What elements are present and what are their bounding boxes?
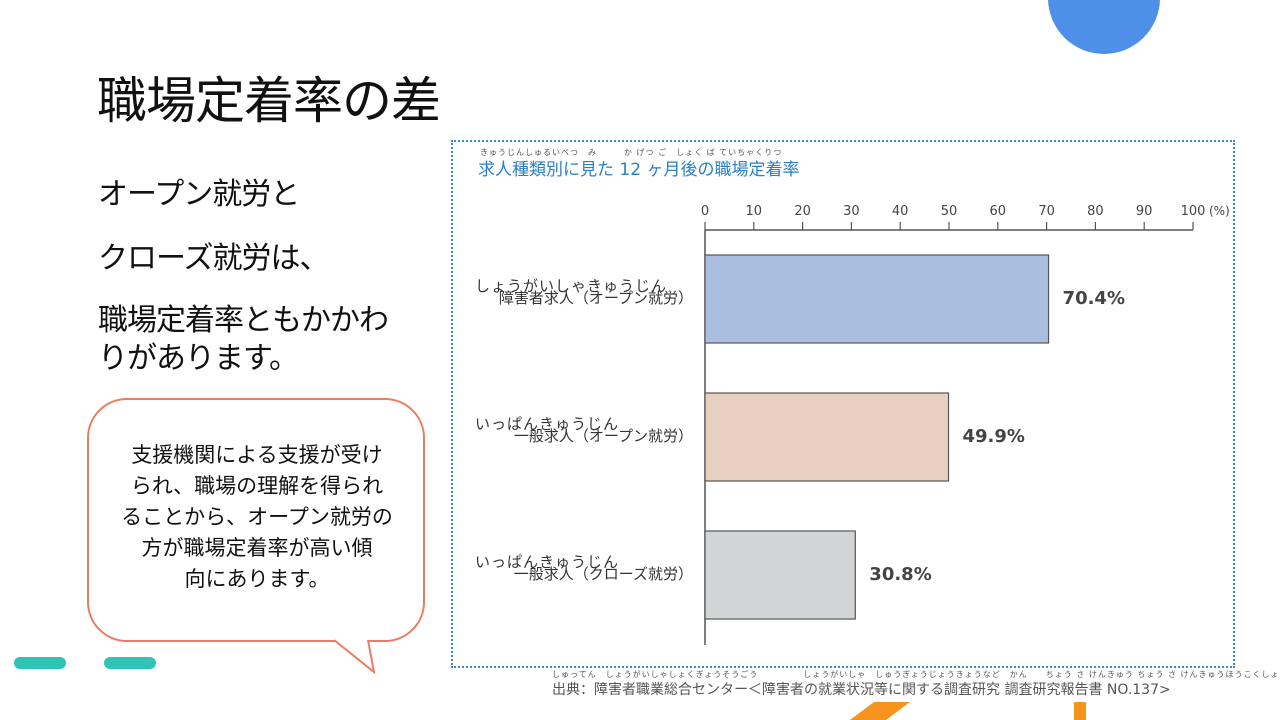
x-tick-label: 50 [940, 204, 958, 219]
callout-line: 方が職場定着率が高い傾 [141, 536, 373, 560]
x-tick-label: 20 [794, 204, 811, 219]
speech-bubble [87, 398, 425, 642]
x-tick-label: 40 [891, 204, 909, 219]
decor-orange [850, 702, 910, 720]
x-tick-label: 60 [989, 204, 1007, 219]
body-text: クローズ就労は、 [98, 241, 329, 276]
source-citation: 出典：障害者職業総合センター＜障害者の就業状況等に関する調査研究 調査研究報告書… [552, 682, 1171, 698]
body-text: 職場定着率ともかかわ [98, 303, 389, 338]
body-text: オープン就労と [98, 177, 300, 212]
page-title: 職場定着率の差 [97, 72, 441, 130]
chart-title-furigana: きゅうじんしゅるいべつ み か げつ ご しょく ば ていちゃくりつ [480, 148, 783, 157]
data-label: 30.8% [869, 564, 932, 585]
x-tick-label: 90 [1135, 204, 1153, 219]
category-label: 一般求人（オープン就労） [513, 427, 693, 445]
x-tick-label: 10 [745, 204, 763, 219]
chart-title: 求人種類別に見た 12 ヶ月後の職場定着率 [478, 160, 800, 180]
callout-line: られ、職場の理解を得られ [130, 474, 384, 498]
decor-orange [1074, 702, 1086, 720]
x-tick-label: 30 [843, 204, 860, 219]
x-tick-label: 0 [700, 204, 710, 219]
callout-line: 向にあります。 [184, 567, 330, 591]
decor-circle [1048, 0, 1160, 54]
data-label: 70.4% [1062, 288, 1125, 309]
decor-dash [14, 657, 66, 669]
x-tick-label: 100 [1180, 204, 1206, 219]
callout-line: ることから、オープン就労の [121, 505, 393, 529]
category-label: 障害者求人（オープン就労） [498, 289, 693, 307]
chart-frame [451, 140, 1235, 668]
x-axis-unit: (%) [1209, 204, 1230, 218]
data-label: 49.9% [962, 426, 1025, 447]
category-label: 一般求人（クローズ就労） [513, 565, 693, 583]
x-tick-label: 70 [1038, 204, 1055, 219]
source-furigana: しゅってん しょうがいしゃしょくぎょうそうごう しょうがいしゃ しゅうぎょうじょ… [552, 670, 1280, 679]
speech-bubble-tail [333, 639, 376, 675]
x-tick-label: 80 [1087, 204, 1104, 219]
body-text: りがあります。 [98, 341, 299, 376]
callout-line: 支援機関による支援が受け [131, 443, 383, 467]
decor-dash [104, 657, 156, 669]
callout-text: 支援機関による支援が受け られ、職場の理解を得られ ることから、オープン就労の … [104, 440, 410, 595]
